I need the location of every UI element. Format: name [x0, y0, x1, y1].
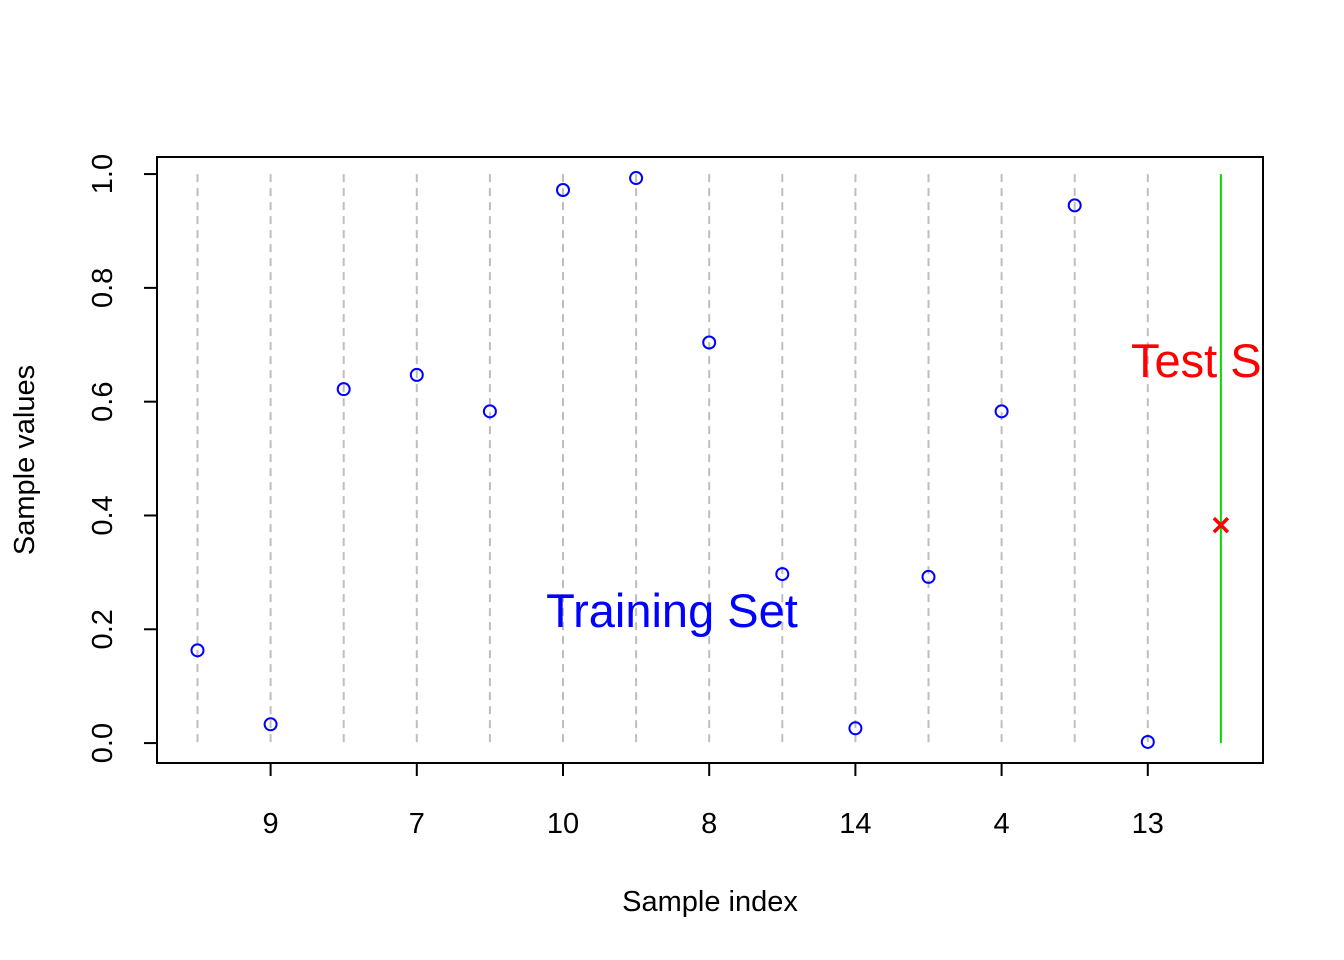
grid-lines	[196, 174, 1149, 744]
x-axis: 9 7 10 8 14 4 13	[263, 763, 1164, 840]
y-tick-label: 0.0	[87, 723, 119, 763]
data-point	[1067, 198, 1082, 213]
data-point	[775, 567, 790, 582]
data-point	[482, 404, 497, 419]
y-tick-label: 1.0	[87, 154, 119, 194]
data-point	[994, 404, 1009, 419]
data-point	[702, 335, 717, 350]
y-axis: 0.0 0.2 0.4 0.6 0.8 1.0	[87, 154, 157, 763]
x-tick-label: 4	[994, 808, 1010, 840]
x-tick-label: 9	[263, 808, 279, 840]
data-point	[409, 367, 424, 382]
test-set-label: Test Set	[1131, 334, 1301, 387]
data-point	[336, 382, 351, 397]
y-tick-label: 0.6	[87, 382, 119, 422]
training-set-label: Training Set	[546, 584, 798, 637]
test-layer	[1212, 174, 1230, 744]
x-tick-label: 13	[1132, 808, 1164, 840]
x-tick-label: 14	[839, 808, 871, 840]
x-tick-label: 7	[409, 808, 425, 840]
y-axis-title: Sample values	[9, 365, 41, 555]
x-tick-label: 10	[547, 808, 579, 840]
data-point	[629, 171, 644, 186]
x-axis-title: Sample index	[622, 886, 798, 918]
data-point	[921, 569, 936, 584]
y-tick-label: 0.2	[87, 609, 119, 649]
test-point	[1212, 516, 1230, 534]
annotations: Training Set Test Set	[546, 334, 1301, 637]
training-points	[190, 171, 1155, 749]
data-point	[848, 721, 863, 736]
data-point	[263, 717, 278, 732]
x-tick-label: 8	[701, 808, 717, 840]
data-point	[1140, 734, 1155, 749]
y-tick-label: 0.4	[87, 495, 119, 535]
data-point	[190, 643, 205, 658]
data-point	[556, 183, 570, 198]
y-tick-label: 0.8	[87, 268, 119, 308]
